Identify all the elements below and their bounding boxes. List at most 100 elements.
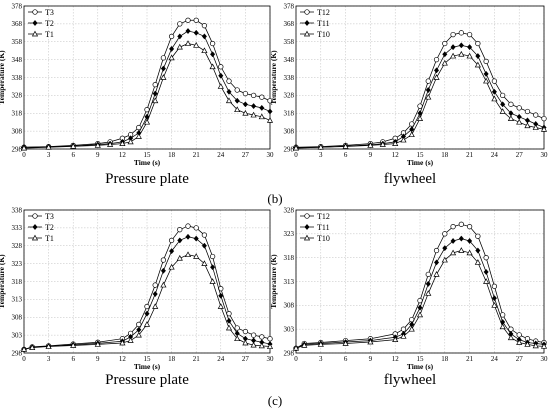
chart-pressure-plate-b: 0 3 6 9 12 15 18 21 24 27 30 298 308 318 328 338 348 358 3… <box>0 2 274 167</box>
legend-label-T10-c-right: T10 <box>317 234 330 243</box>
data-point-T1-b-left <box>234 106 241 113</box>
data-point-T3-c-left <box>144 303 150 310</box>
data-point-T10-c-right <box>524 341 531 347</box>
legend-marker-T10-c-right <box>303 234 311 241</box>
x-tick-label-b-left: 3 <box>47 151 51 159</box>
data-point-T11-c-right <box>483 268 489 275</box>
x-tick-label-b-right: 21 <box>466 151 474 159</box>
y-tick-label-b-right: 298 <box>284 145 295 153</box>
data-point-T10-b-right <box>483 77 490 84</box>
data-point-T10-b-right <box>367 142 374 148</box>
x-tick-label-b-right: 18 <box>441 151 449 159</box>
data-point-T1-c-left <box>29 344 36 350</box>
y-tick-label-b-right: 338 <box>284 74 295 82</box>
data-point-T3-b-left <box>201 23 208 29</box>
data-point-T10-c-right <box>367 338 374 345</box>
data-point-T12-b-right <box>425 78 431 84</box>
plot-frame-b-left <box>23 5 271 150</box>
y-axis-title-c-left: Temperature (K) <box>0 254 6 309</box>
data-point-T11-b-right <box>450 44 456 51</box>
data-point-T12-b-right <box>458 30 464 36</box>
x-axis-title-c-right: Time (s) <box>407 362 434 371</box>
data-point-T2-b-left <box>177 33 183 40</box>
legend-label-T12-c-right: T12 <box>317 212 330 221</box>
x-tick-label-b-right: 3 <box>319 151 323 159</box>
data-point-T10-c-right <box>408 325 415 332</box>
legend-label-T1-c-left: T1 <box>45 234 54 243</box>
data-point-T10-b-right <box>507 115 515 121</box>
legend-marker-T2-b-left <box>32 19 38 27</box>
x-tick-label-c-left: 9 <box>96 355 100 363</box>
x-tick-label-c-left: 18 <box>168 355 176 363</box>
data-point-T10-c-right <box>532 342 539 349</box>
x-tick-label-b-left: 6 <box>71 151 75 159</box>
x-tick-label-b-right: 0 <box>294 151 298 159</box>
x-tick-label-c-left: 0 <box>22 355 26 363</box>
y-tick-label-b-left: 328 <box>12 92 23 100</box>
y-axis-title-c-right: Temperature (K) <box>269 254 278 309</box>
data-point-T12-c-right <box>516 332 522 338</box>
data-point-T3-c-left <box>250 332 257 338</box>
data-point-T3-b-left <box>242 90 249 97</box>
data-point-T10-b-right <box>400 136 407 143</box>
data-point-T1-c-left <box>135 331 142 338</box>
data-point-T2-c-left <box>177 237 183 244</box>
data-point-T1-b-left <box>242 109 249 116</box>
data-point-T2-c-left <box>169 248 175 255</box>
data-point-T1-c-left <box>258 342 265 349</box>
data-point-T12-b-right <box>450 31 456 38</box>
y-tick-label-b-left: 378 <box>12 2 23 10</box>
data-point-T1-c-left <box>45 343 52 349</box>
data-point-T12-b-right <box>533 112 539 118</box>
data-point-T3-c-left <box>136 321 142 328</box>
x-tick-label-c-right: 18 <box>441 355 449 363</box>
x-tick-label-b-left: 15 <box>144 151 152 159</box>
y-tick-label-b-right: 368 <box>284 20 295 28</box>
data-point-T3-b-left <box>177 21 183 27</box>
data-point-T1-b-left <box>45 143 52 150</box>
x-tick-label-c-right: 24 <box>491 355 499 363</box>
data-point-T3-b-left <box>152 81 158 88</box>
data-point-T12-b-right <box>524 108 531 115</box>
legend-label-T3-b-left: T3 <box>45 8 54 17</box>
data-point-T11-c-right <box>425 280 431 287</box>
data-point-T3-b-left <box>267 98 273 104</box>
x-tick-label-b-left: 21 <box>193 151 201 159</box>
data-point-T12-c-right <box>425 271 431 278</box>
legend-marker-T3-c-left <box>32 213 38 219</box>
data-point-T11-c-right <box>467 237 473 244</box>
x-tick-label-c-right: 27 <box>516 355 524 363</box>
x-tick-label-c-right: 6 <box>344 355 348 363</box>
x-tick-label-b-right: 30 <box>541 151 549 159</box>
data-point-T10-c-right <box>499 323 506 330</box>
data-point-T10-c-right <box>516 339 523 345</box>
data-point-T10-c-right <box>301 342 308 348</box>
data-point-T1-b-left <box>225 97 233 104</box>
data-point-T3-b-left <box>193 17 199 23</box>
data-point-T2-b-left <box>234 97 240 104</box>
data-point-T12-c-right <box>458 221 464 227</box>
data-point-T2-b-left <box>169 45 175 52</box>
data-point-T11-c-right <box>442 245 448 252</box>
y-tick-label-c-left: 298 <box>12 349 23 357</box>
data-point-T2-b-left <box>201 33 207 40</box>
data-point-T10-c-right <box>433 271 440 277</box>
x-tick-label-b-right: 12 <box>392 151 400 159</box>
data-point-T10-c-right <box>317 341 324 347</box>
x-tick-label-c-right: 0 <box>294 355 298 363</box>
data-point-T2-c-left <box>152 291 158 298</box>
legend-label-T2-c-left: T2 <box>45 223 54 232</box>
data-point-T3-c-left <box>201 232 208 238</box>
data-point-T3-c-left <box>242 328 249 335</box>
panel-label-b: (b) <box>267 191 282 206</box>
y-tick-label-c-left: 303 <box>12 331 23 339</box>
data-point-T2-c-left <box>193 235 199 242</box>
y-tick-label-c-right: 323 <box>284 230 295 238</box>
data-point-T12-b-right <box>516 105 522 111</box>
data-point-T1-b-left <box>266 117 274 123</box>
plot-frame-b-right <box>295 5 545 150</box>
data-point-T3-c-left <box>259 334 265 340</box>
data-point-T12-c-right <box>483 255 489 261</box>
data-point-T1-c-left <box>242 339 249 346</box>
